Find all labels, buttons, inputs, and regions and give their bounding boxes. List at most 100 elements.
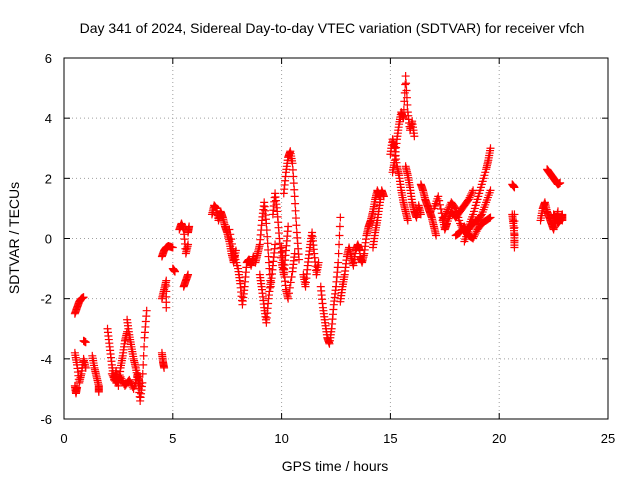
data-point — [441, 211, 450, 220]
y-tick-label: 6 — [45, 51, 52, 66]
data-point — [471, 229, 480, 238]
data-point — [486, 213, 495, 222]
data-point — [486, 144, 495, 153]
data-point — [226, 230, 235, 239]
data-point — [460, 222, 469, 231]
data-point — [227, 239, 236, 248]
data-point — [470, 230, 479, 239]
y-axis-label: SDTVAR / TECUs — [6, 182, 22, 294]
data-point — [403, 100, 412, 109]
data-point — [438, 216, 447, 225]
data-point — [266, 276, 275, 285]
data-point — [462, 226, 471, 235]
data-point — [336, 213, 345, 222]
data-point — [138, 378, 147, 387]
data-point — [73, 383, 82, 392]
y-tick-label: 4 — [45, 111, 52, 126]
data-point — [401, 80, 410, 89]
data-point — [440, 212, 449, 221]
data-point — [410, 132, 419, 141]
data-point — [116, 372, 125, 381]
data-point — [402, 79, 411, 88]
axis-ticks: 0 5 10 15 20 25 -6 -4 -2 0 2 4 6 — [40, 51, 615, 446]
data-point — [450, 203, 459, 212]
x-tick-label: 25 — [601, 431, 615, 446]
data-point — [291, 206, 300, 215]
data-point — [379, 192, 388, 201]
data-point — [402, 93, 411, 102]
data-point — [138, 369, 147, 378]
data-point — [399, 114, 408, 123]
x-axis-label: GPS time / hours — [282, 458, 389, 474]
data-point — [439, 214, 448, 223]
data-point — [462, 227, 471, 236]
data-point — [225, 225, 234, 234]
data-point — [442, 209, 451, 218]
data-point — [107, 369, 116, 378]
data-point — [284, 294, 293, 303]
data-point — [128, 383, 137, 392]
data-point — [416, 210, 425, 219]
data-point — [467, 189, 476, 198]
data-point — [109, 373, 118, 382]
data-point — [510, 183, 519, 192]
data-point — [185, 222, 194, 231]
data-point — [464, 195, 473, 204]
data-point — [443, 205, 452, 214]
data-point — [285, 283, 294, 292]
data-point — [125, 375, 134, 384]
data-point — [469, 234, 478, 243]
data-point — [184, 240, 193, 249]
data-point — [168, 243, 177, 252]
data-point — [94, 387, 103, 396]
data-point — [81, 363, 90, 372]
data-point — [126, 377, 135, 386]
y-tick-label: -2 — [40, 292, 52, 307]
data-point — [139, 360, 148, 369]
data-point — [469, 232, 478, 241]
data-point — [292, 221, 301, 230]
data-point — [314, 258, 323, 267]
data-point — [108, 371, 117, 380]
data-point — [486, 186, 495, 195]
y-tick-label: 0 — [45, 232, 52, 247]
x-tick-label: 15 — [383, 431, 397, 446]
data-point — [81, 338, 90, 347]
data-point — [465, 193, 474, 202]
data-point — [401, 72, 410, 81]
data-point — [335, 240, 344, 249]
data-point — [402, 86, 411, 95]
data-point — [435, 196, 444, 205]
chart-title: Day 341 of 2024, Sidereal Day-to-day VTE… — [80, 20, 585, 36]
data-point — [79, 293, 88, 302]
data-point — [510, 210, 519, 219]
data-point — [335, 231, 344, 240]
x-tick-label: 0 — [60, 431, 67, 446]
data-point — [117, 374, 126, 383]
data-point — [434, 192, 443, 201]
data-point — [291, 214, 300, 223]
data-point — [162, 303, 171, 312]
data-point — [442, 207, 451, 216]
data-point — [271, 240, 280, 249]
data-point — [287, 273, 296, 282]
x-tick-label: 10 — [274, 431, 288, 446]
data-point — [553, 207, 562, 216]
data-point — [139, 351, 148, 360]
data-point — [436, 205, 445, 214]
data-point — [556, 178, 565, 187]
y-tick-label: 2 — [45, 171, 52, 186]
data-point — [558, 216, 567, 225]
y-tick-label: -6 — [40, 412, 52, 427]
data-point — [469, 186, 478, 195]
y-tick-label: -4 — [40, 352, 52, 367]
data-point — [184, 270, 193, 279]
data-point — [476, 211, 485, 220]
data-point — [444, 203, 453, 212]
data-point — [484, 214, 493, 223]
data-point — [286, 278, 295, 287]
x-tick-label: 5 — [169, 431, 176, 446]
data-point — [468, 188, 477, 197]
data-point — [456, 219, 465, 228]
